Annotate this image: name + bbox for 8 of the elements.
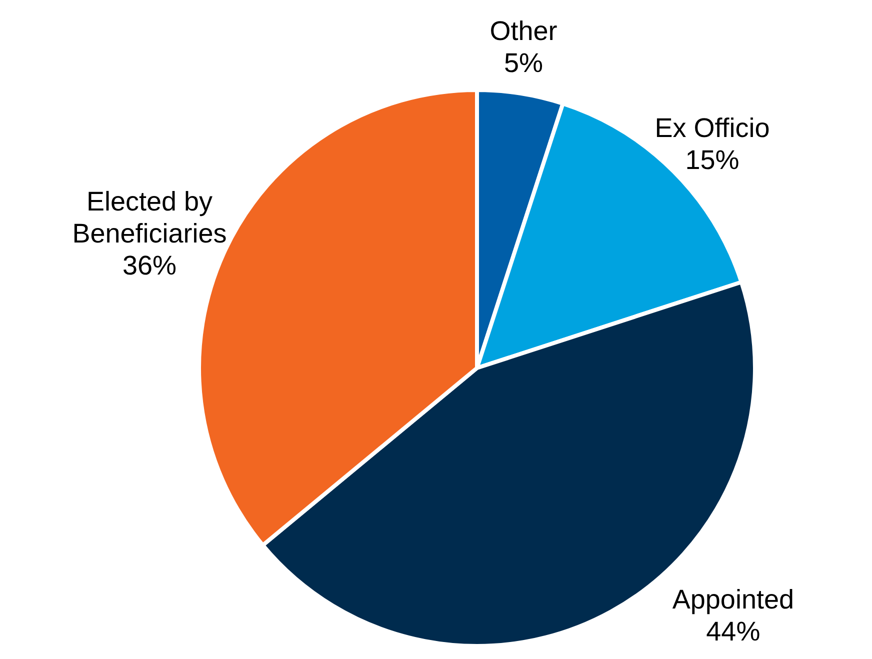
slice-label: Appointed — [672, 584, 794, 614]
slice-label: Ex Officio — [654, 112, 770, 143]
slice-label: Elected by Beneficiaries — [72, 186, 227, 248]
data-label: 44% — [706, 616, 760, 646]
slice-label: Other — [490, 16, 558, 46]
data-label: 5% — [504, 48, 544, 78]
data-label: 15% — [685, 144, 740, 175]
data-label: 36% — [122, 250, 177, 280]
